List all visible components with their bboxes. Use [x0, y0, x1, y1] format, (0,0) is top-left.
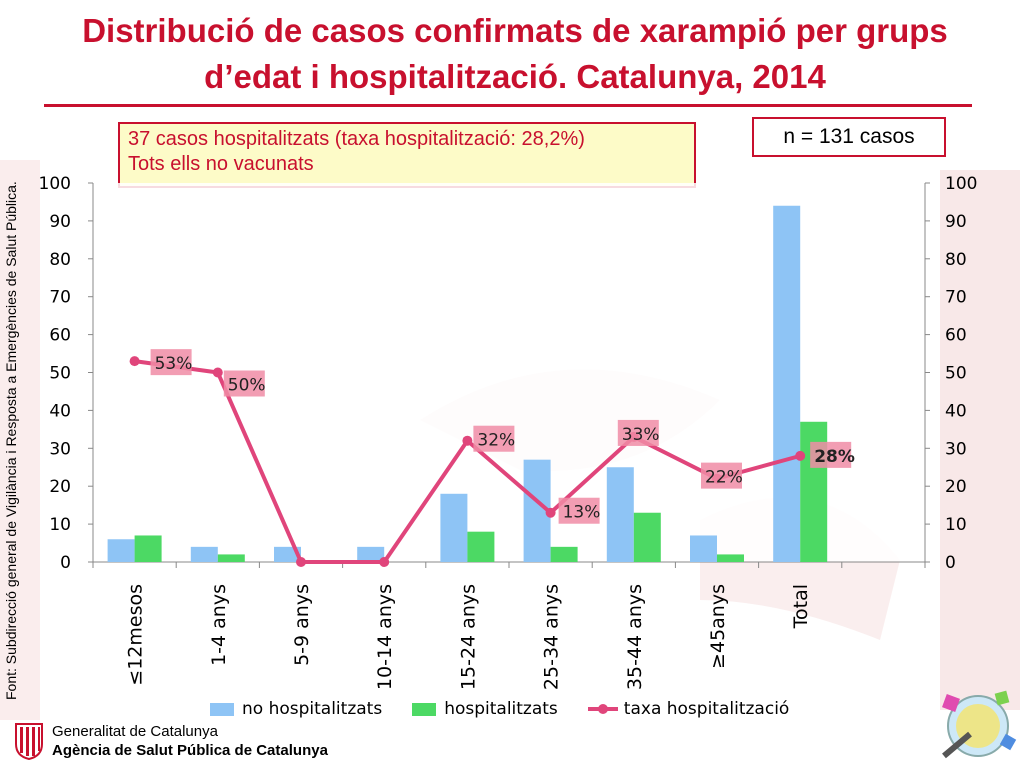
y-tick-label-right-2: 20 [945, 477, 967, 497]
page-title: Distribució de casos confirmats de xaram… [82, 12, 948, 95]
x-tick-label-8: Total [790, 584, 812, 629]
point-taxa-1 [212, 367, 223, 378]
y-tick-label-right-3: 30 [945, 439, 967, 459]
y-tick-label-left-5: 50 [49, 364, 71, 384]
legend-label-taxa: taxa hospitalització [623, 699, 790, 719]
y-tick-label-right-4: 40 [945, 401, 967, 421]
footer: Generalitat de Catalunya Agència de Salu… [52, 722, 328, 760]
legend-label-no-hospitalitzats: no hospitalitzats [242, 699, 383, 719]
data-label-taxa-8: 28% [814, 447, 855, 467]
x-tick-label-0: ≤12mesos [125, 584, 147, 686]
data-label-bg-0 [150, 349, 192, 376]
y-tick-label-right-7: 70 [945, 288, 967, 308]
data-label-taxa-6: 33% [622, 425, 660, 445]
bar-no-hospitalitzats-7 [690, 535, 717, 562]
x-tick-label-3: 10-14 anys [374, 584, 396, 690]
legend-item-taxa: taxa hospitalització [587, 699, 790, 719]
legend-swatch-hospitalitzats [412, 702, 437, 716]
y-tick-label-right-0: 0 [945, 553, 956, 573]
anniversary-badge-icon [942, 690, 1017, 759]
case-count-box: n = 131 casos [752, 117, 946, 157]
y-tick-label-left-2: 20 [49, 477, 71, 497]
footer-agency: Agència de Salut Pública de Catalunya [52, 742, 328, 759]
bar-hospitalitzats-0 [134, 535, 162, 562]
generalitat-logo-icon [15, 723, 43, 760]
bar-hospitalitzats-6 [633, 512, 661, 562]
y-tick-label-left-10: 100 [39, 174, 71, 194]
point-taxa-2 [296, 557, 306, 567]
x-tick-label-4: 15-24 anys [457, 584, 479, 690]
title-divider [44, 104, 972, 107]
data-label-bg-1 [223, 370, 265, 397]
y-tick-label-left-6: 60 [49, 326, 71, 346]
y-tick-label-left-0: 0 [60, 553, 71, 573]
point-taxa-0 [129, 356, 140, 367]
x-tick-label-2: 5-9 anys [291, 584, 313, 666]
measles-chart: 0 10 20 30 40 50 60 70 80 90 100 0 10 20 30 40 50 60 70 80 9… [39, 174, 978, 690]
bar-no-hospitalitzats-0 [107, 539, 135, 562]
data-label-taxa-4: 32% [477, 431, 515, 451]
point-taxa-4 [462, 435, 473, 446]
chart-legend: no hospitalitzats hospitalitzats taxa ho… [210, 696, 819, 722]
y-tick-label-left-3: 30 [49, 439, 71, 459]
note-line-2: Tots ells no vacunats [128, 153, 314, 175]
bar-hospitalitzats-1 [217, 554, 245, 562]
legend-label-hospitalitzats: hospitalitzats [444, 699, 558, 719]
note-line-1: 37 casos hospitalitzats (taxa hospitalit… [128, 128, 585, 150]
y-tick-label-right-8: 80 [945, 250, 967, 270]
bar-no-hospitalitzats-6 [606, 467, 634, 562]
y-tick-label-left-4: 40 [49, 401, 71, 421]
footer-org: Generalitat de Catalunya [52, 723, 218, 740]
y-tick-label-right-9: 90 [945, 212, 967, 232]
data-label-taxa-5: 13% [563, 503, 601, 523]
legend-item-no-hospitalitzats: no hospitalitzats [210, 699, 382, 719]
y-tick-label-right-1: 10 [945, 515, 967, 535]
bar-no-hospitalitzats-3 [357, 546, 385, 562]
data-label-taxa-0: 53% [155, 354, 193, 374]
legend-swatch-no-hospitalitzats [210, 702, 234, 716]
data-label-bg-8 [810, 441, 852, 468]
y-tick-label-left-9: 90 [49, 212, 71, 232]
bar-no-hospitalitzats-8 [773, 205, 801, 563]
x-tick-label-1: 1-4 anys [208, 584, 230, 666]
y-tick-label-right-10: 100 [945, 174, 977, 194]
data-label-bg-6 [617, 419, 659, 446]
bar-hospitalitzats-5 [550, 546, 578, 562]
x-tick-label-7: ≥45anys [707, 584, 729, 669]
point-taxa-8 [795, 450, 806, 461]
data-label-taxa-7: 22% [705, 468, 743, 488]
bar-no-hospitalitzats-1 [190, 546, 218, 562]
bar-hospitalitzats-7 [717, 554, 744, 562]
hospitalization-note-box: 37 casos hospitalitzats (taxa hospitalit… [118, 122, 696, 188]
legend-item-hospitalitzats: hospitalitzats [412, 699, 558, 719]
data-label-bg-5 [558, 497, 600, 524]
data-label-bg-4 [473, 425, 515, 452]
x-tick-label-6: 35-44 anys [624, 584, 646, 690]
legend-line-taxa [587, 704, 618, 714]
y-tick-label-left-7: 70 [49, 288, 71, 308]
data-label-taxa-1: 50% [228, 376, 266, 396]
point-taxa-5 [545, 507, 556, 518]
bar-hospitalitzats-4 [467, 531, 495, 562]
y-tick-label-right-5: 50 [945, 364, 967, 384]
y-tick-label-left-8: 80 [49, 250, 71, 270]
point-taxa-3 [379, 557, 390, 567]
y-tick-label-left-1: 10 [49, 515, 71, 535]
x-tick-label-5: 25-34 anys [541, 584, 563, 690]
y-tick-label-right-6: 60 [945, 326, 967, 346]
bar-no-hospitalitzats-4 [440, 493, 468, 562]
data-label-bg-7 [701, 462, 742, 489]
